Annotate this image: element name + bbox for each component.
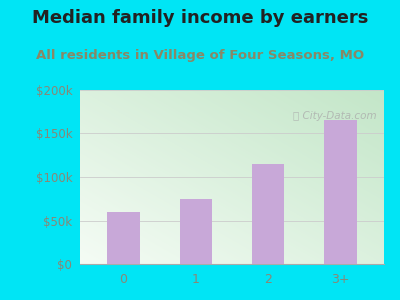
Text: Median family income by earners: Median family income by earners bbox=[32, 9, 368, 27]
Text: All residents in Village of Four Seasons, MO: All residents in Village of Four Seasons… bbox=[36, 50, 364, 62]
Bar bbox=[180, 199, 212, 264]
Bar bbox=[252, 164, 284, 264]
Text: ⓘ City-Data.com: ⓘ City-Data.com bbox=[293, 111, 376, 121]
Bar bbox=[107, 212, 140, 264]
Bar bbox=[324, 120, 357, 264]
